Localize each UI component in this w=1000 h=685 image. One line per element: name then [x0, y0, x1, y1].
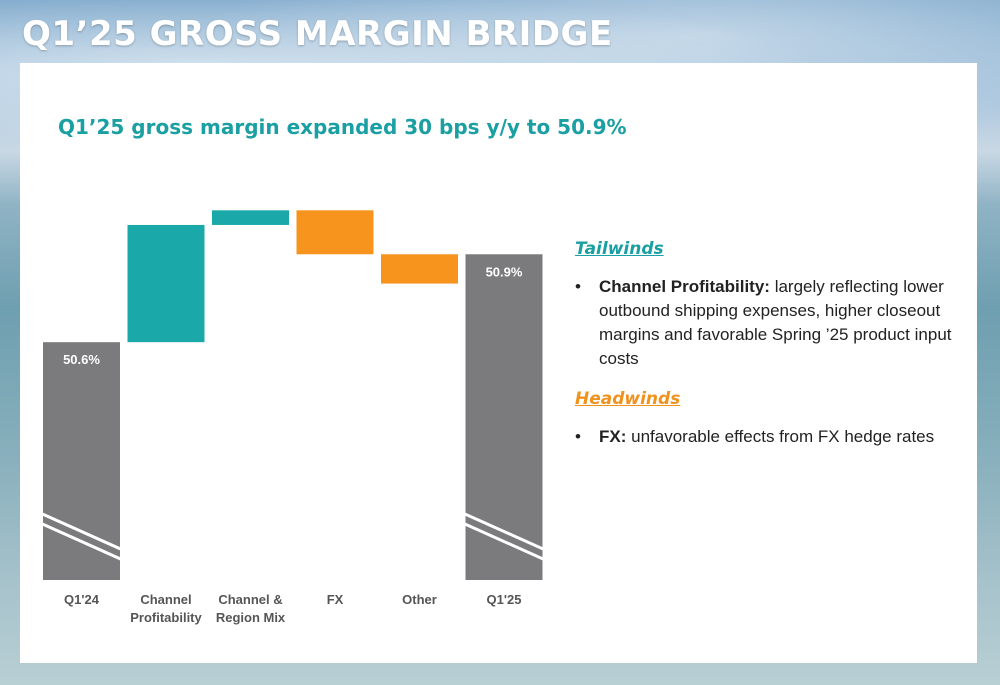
content-panel: Q1’25 gross margin expanded 30 bps y/y t…: [20, 63, 977, 663]
category-label: Other: [402, 592, 437, 607]
bullet-marker: •: [575, 427, 581, 446]
category-label: Q1'25: [487, 592, 522, 607]
bullet-description: unfavorable effects from FX hedge rates: [626, 427, 935, 446]
category-label: Q1'24: [64, 592, 100, 607]
waterfall-bar: [127, 224, 205, 343]
axis-break-line: [28, 506, 135, 557]
tailwind-bullet: • Channel Profitability: largely reflect…: [575, 275, 970, 371]
waterfall-bar: [381, 254, 458, 284]
data-label: 50.9%: [486, 264, 523, 279]
waterfall-bar: [296, 210, 374, 255]
category-label: Profitability: [130, 610, 202, 625]
axis-break-line: [450, 516, 558, 567]
category-label: Channel: [140, 592, 191, 607]
tailwinds-heading: Tailwinds: [575, 239, 664, 259]
axis-break-line: [28, 516, 135, 567]
chart-subtitle: Q1’25 gross margin expanded 30 bps y/y t…: [58, 115, 627, 139]
waterfall-chart: 50.6% Q1'24 Channel Profitability Channel & R…: [28, 210, 558, 625]
waterfall-bar: [212, 210, 289, 225]
bullet-text: FX: unfavorable effects from FX hedge ra…: [599, 425, 934, 449]
axis-break-line: [450, 506, 558, 557]
page-title: Q1’25 GROSS MARGIN BRIDGE: [22, 14, 613, 54]
category-label: Region Mix: [216, 610, 286, 625]
headwind-bullet: • FX: unfavorable effects from FX hedge …: [575, 425, 970, 449]
bullet-text: Channel Profitability: largely reflectin…: [599, 275, 970, 371]
bullet-description: largely reflecting lower outbound shippi…: [599, 277, 952, 368]
category-label: FX: [327, 592, 344, 607]
bullet-term: FX:: [599, 427, 627, 446]
headwinds-heading: Headwinds: [575, 389, 681, 409]
data-label: 50.6%: [63, 352, 100, 367]
commentary: Tailwinds • Channel Profitability: large…: [575, 239, 970, 455]
waterfall-bar: [465, 254, 543, 580]
category-label: Channel &: [218, 592, 282, 607]
bullet-term: Channel Profitability:: [599, 277, 770, 296]
bullet-marker: •: [575, 277, 581, 296]
